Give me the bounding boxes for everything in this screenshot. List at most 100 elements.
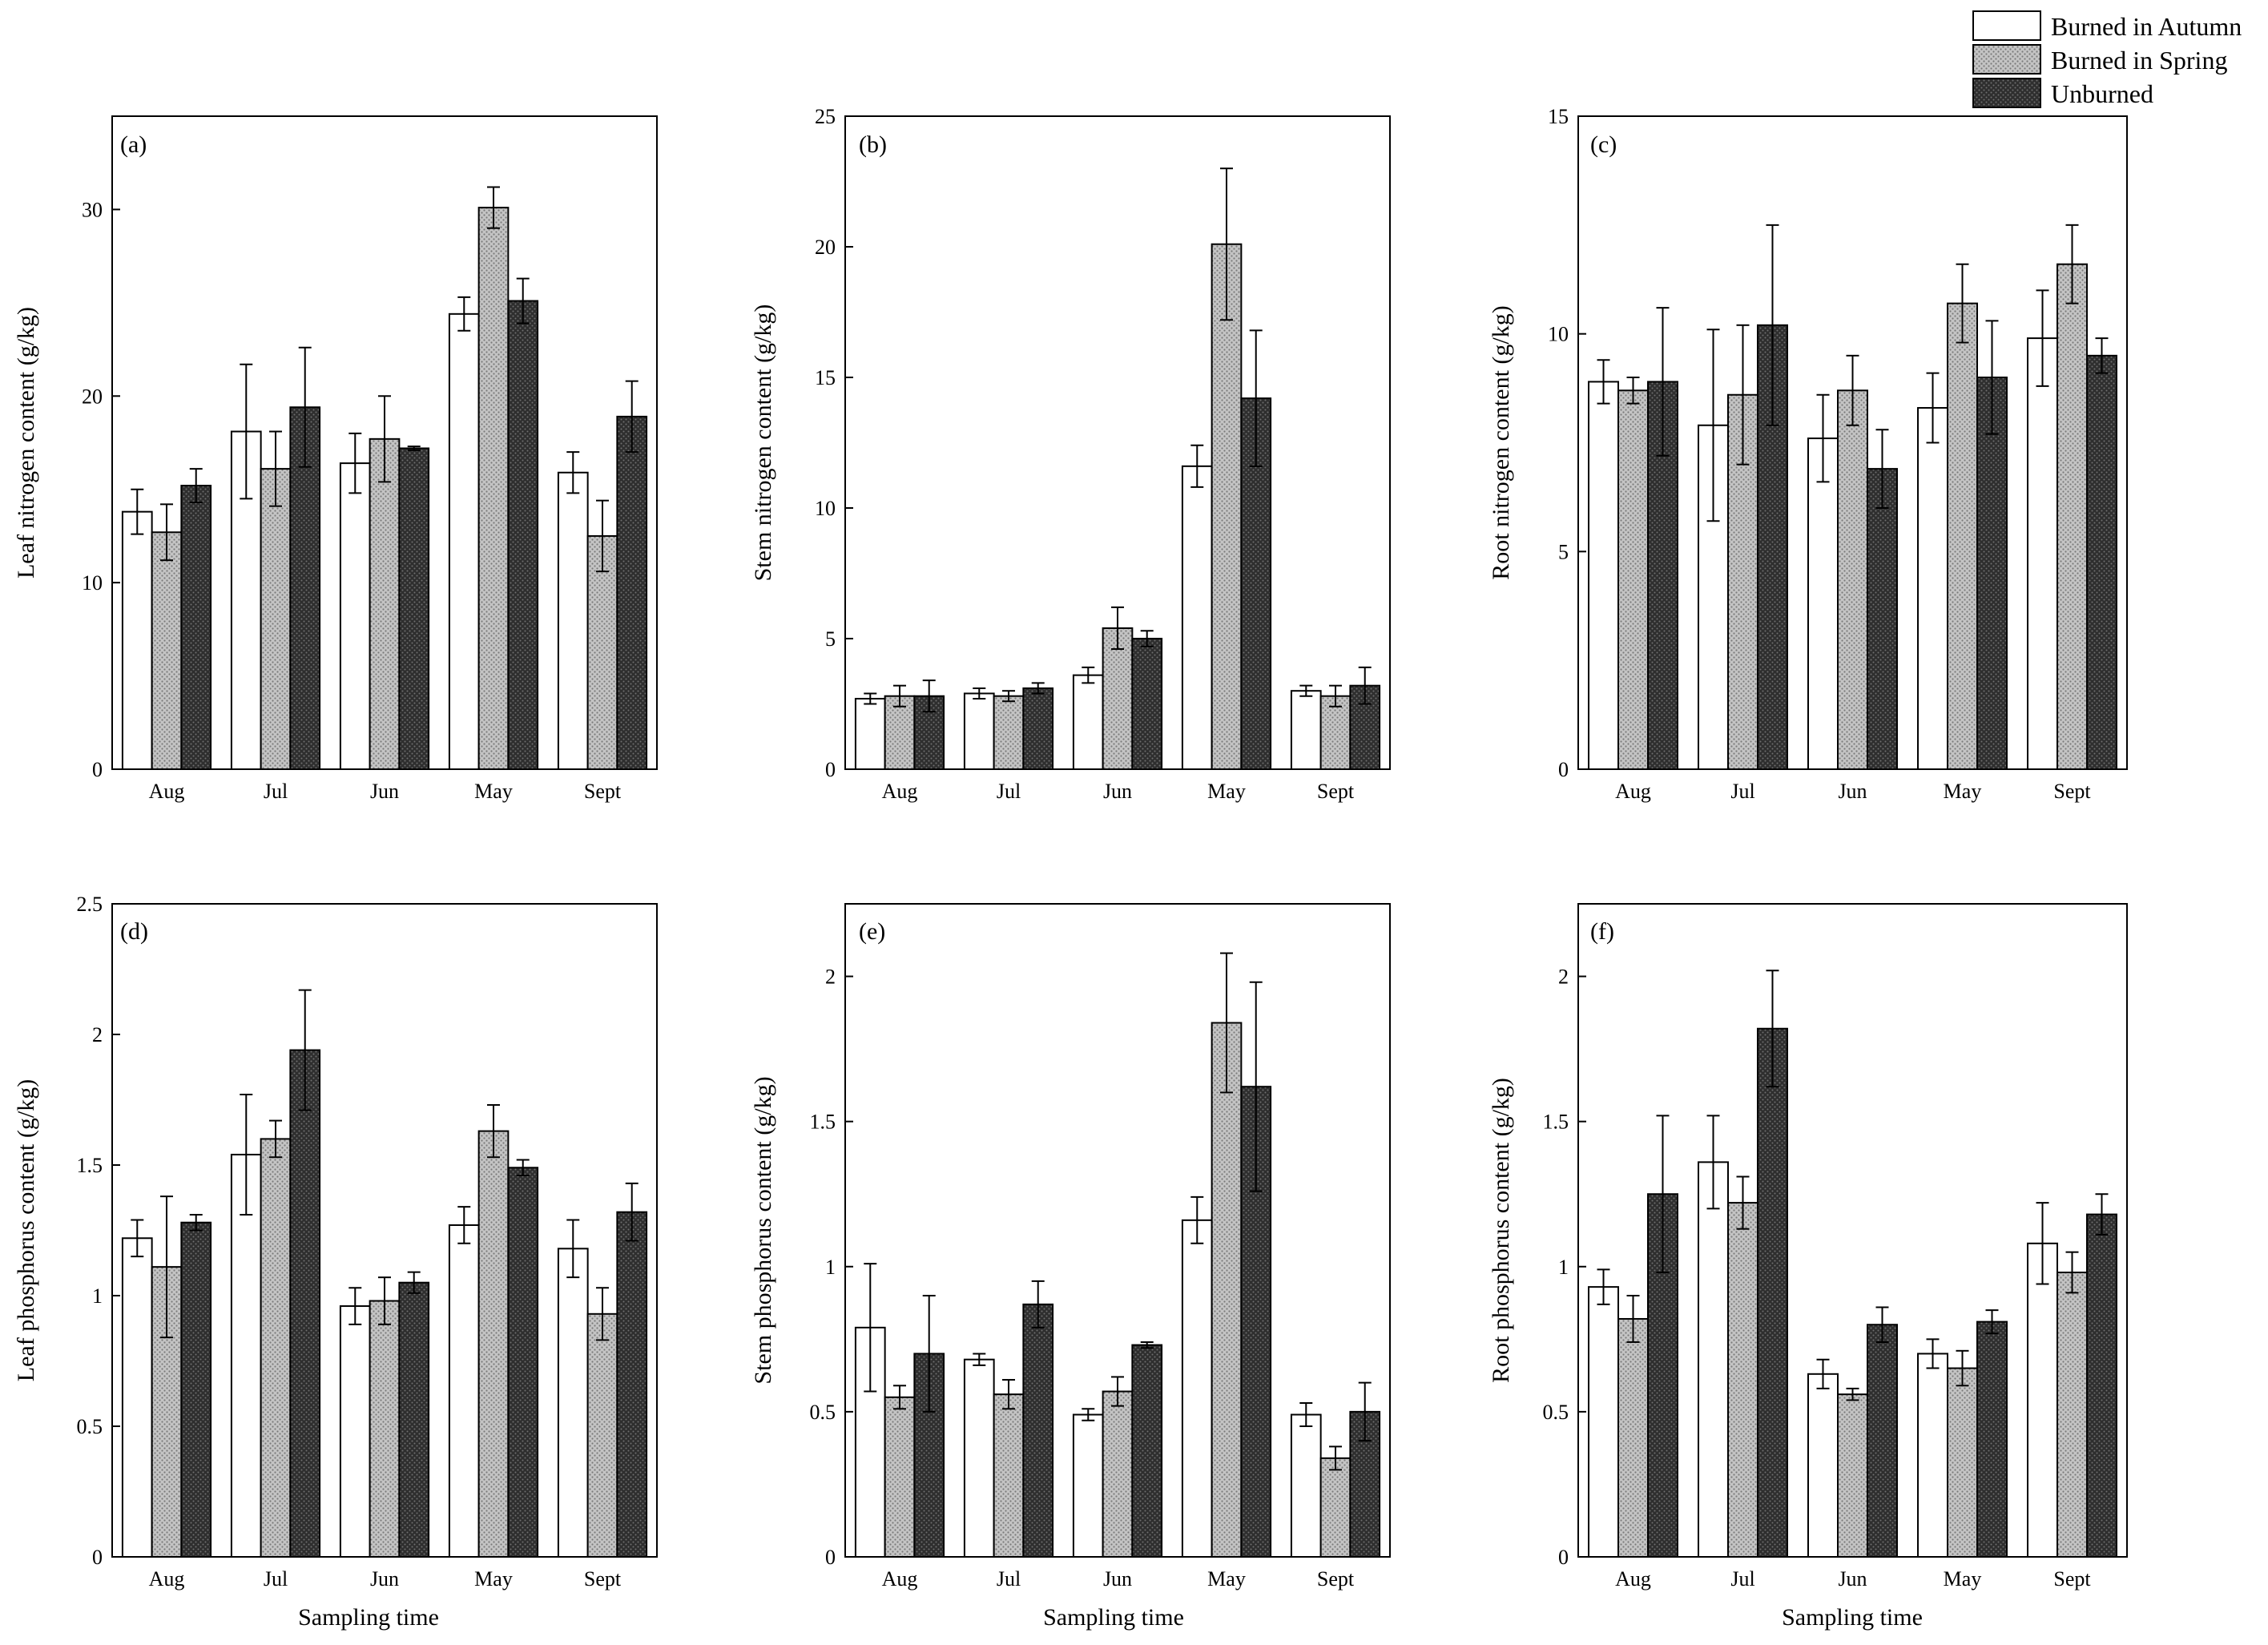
error-bar-autumn-may (1926, 372, 1940, 444)
error-bar-spring-sept (2065, 224, 2079, 304)
bar-spring-aug (151, 531, 183, 770)
error-bar-autumn-jul (240, 363, 253, 500)
error-bar-spring-jul (1736, 1175, 1750, 1230)
error-bar-autumn-sept (1299, 684, 1313, 697)
y-tick-label: 1.5 (810, 1111, 836, 1134)
y-ticks: 0 0.5 1 1.5 2 (810, 966, 853, 1569)
error-bar-autumn-sept (566, 1219, 580, 1279)
bar-unburned-jul (1022, 687, 1054, 770)
error-bar-unburned-jun (1875, 429, 1889, 509)
bar-autumn-may (1181, 465, 1213, 771)
error-bar-unburned-jul (1766, 970, 1779, 1088)
bar-unburned-aug (180, 1221, 212, 1558)
bar-unburned-jul (1756, 1027, 1788, 1558)
bar-autumn-aug (1588, 1286, 1620, 1558)
error-bar-unburned-aug (189, 468, 203, 504)
error-bar-autumn-may (457, 296, 471, 332)
error-bar-unburned-aug (1656, 307, 1670, 457)
panel-a-leaf-nitrogen: (a) Leaf nitrogen content (g/kg) 0 10 20 30… (13, 115, 658, 803)
panel-c-root-nitrogen: (c) Root nitrogen content (g/kg) 051015 … (1488, 105, 2128, 803)
bars (1588, 1027, 2117, 1558)
bar-spring-may (1211, 243, 1243, 770)
bar-unburned-may (1976, 377, 2008, 770)
bars (121, 207, 648, 771)
x-axis-label: Sampling time (1043, 1604, 1184, 1631)
bar-unburned-jun (1131, 638, 1163, 770)
y-tick-label: 0 (92, 1546, 103, 1569)
bar-unburned-may (507, 300, 539, 770)
error-bar-unburned-aug (189, 1213, 203, 1232)
panel-label: (a) (120, 131, 147, 158)
error-bar-autumn-aug (864, 692, 877, 705)
error-bar-unburned-jul (1766, 224, 1779, 426)
y-tick-label: 15 (815, 366, 836, 389)
error-bar-autumn-may (1926, 1338, 1940, 1369)
error-bars (131, 989, 639, 1341)
x-tick-label: Sept (2053, 780, 2091, 803)
bar-spring-may (477, 207, 510, 771)
legend-label-spring: Burned in Spring (2051, 46, 2227, 75)
bar-autumn-may (1917, 1353, 1949, 1558)
x-tick-label: Jul (1730, 780, 1754, 803)
y-tick-label: 1.5 (1543, 1111, 1569, 1134)
bar-autumn-jun (1072, 1413, 1104, 1558)
error-bar-spring-jun (1846, 1387, 1859, 1401)
error-bar-unburned-jun (1140, 630, 1154, 647)
y-ticks: 0 0.5 1 1.5 2 (1543, 966, 1586, 1569)
x-tick-label: Sept (584, 780, 622, 803)
x-tick-label: Aug (882, 1567, 918, 1591)
x-tick-label: Sept (1317, 780, 1355, 803)
y-tick-label: 30 (82, 198, 103, 221)
error-bar-autumn-jun (1816, 393, 1830, 483)
error-bar-spring-jun (1111, 606, 1124, 651)
error-bar-unburned-sept (1358, 666, 1372, 705)
bar-spring-may (1947, 302, 1978, 770)
y-ticks: 0 5 10 15 20 25 (815, 105, 853, 781)
y-tick-label: 20 (815, 236, 836, 259)
error-bar-unburned-jul (1031, 682, 1045, 695)
y-tick-label: 0 (1558, 758, 1569, 781)
error-bar-spring-jun (378, 1276, 391, 1325)
error-bar-unburned-may (1249, 981, 1263, 1192)
error-bar-unburned-aug (1656, 1115, 1670, 1274)
legend-label-unburned: Unburned (2051, 79, 2153, 108)
bar-spring-aug (1617, 389, 1649, 770)
y-axis-label: Root phosphorus content (g/kg) (1488, 1078, 1514, 1383)
bar-unburned-sept (2085, 1213, 2117, 1558)
bar-autumn-sept (1290, 1413, 1322, 1558)
bar-autumn-jul (963, 692, 995, 771)
bar-autumn-may (448, 1224, 480, 1558)
bar-autumn-sept (2027, 337, 2059, 771)
x-tick-label: Aug (149, 1567, 185, 1591)
bar-autumn-jun (1807, 437, 1839, 770)
y-tick-label: 20 (82, 385, 103, 408)
error-bar-autumn-sept (2036, 1202, 2049, 1285)
error-bar-spring-jul (1002, 690, 1015, 703)
error-bar-unburned-may (1985, 1309, 1999, 1335)
error-bar-autumn-jun (1082, 666, 1095, 684)
bar-unburned-sept (616, 415, 648, 771)
y-axis-label: Stem nitrogen content (g/kg) (750, 304, 776, 582)
bar-autumn-may (448, 312, 480, 771)
error-bar-spring-jul (1002, 1379, 1015, 1410)
bar-autumn-jun (1072, 674, 1104, 771)
bar-spring-aug (884, 1396, 916, 1558)
error-bar-autumn-jul (973, 687, 986, 700)
x-tick-label: Sept (1317, 1567, 1355, 1591)
x-ticks: Aug Jul Jun May Sept (149, 1549, 622, 1591)
error-bar-spring-aug (1626, 377, 1640, 405)
error-bar-autumn-jul (240, 1093, 253, 1216)
bar-spring-jun (1837, 389, 1868, 770)
error-bar-autumn-jul (1706, 329, 1720, 522)
error-bar-autumn-sept (566, 451, 580, 494)
bar-spring-may (1947, 1367, 1978, 1558)
y-axis-label: Leaf phosphorus content (g/kg) (13, 1079, 39, 1381)
bar-unburned-jun (398, 447, 430, 770)
error-bar-autumn-may (1190, 444, 1204, 488)
bar-autumn-jun (339, 462, 371, 770)
x-ticks: Aug Jul Jun May Sept (149, 761, 622, 803)
y-tick-label: 0.5 (77, 1415, 103, 1438)
x-tick-label: Aug (1615, 780, 1651, 803)
x-tick-label: Jun (1103, 780, 1132, 803)
